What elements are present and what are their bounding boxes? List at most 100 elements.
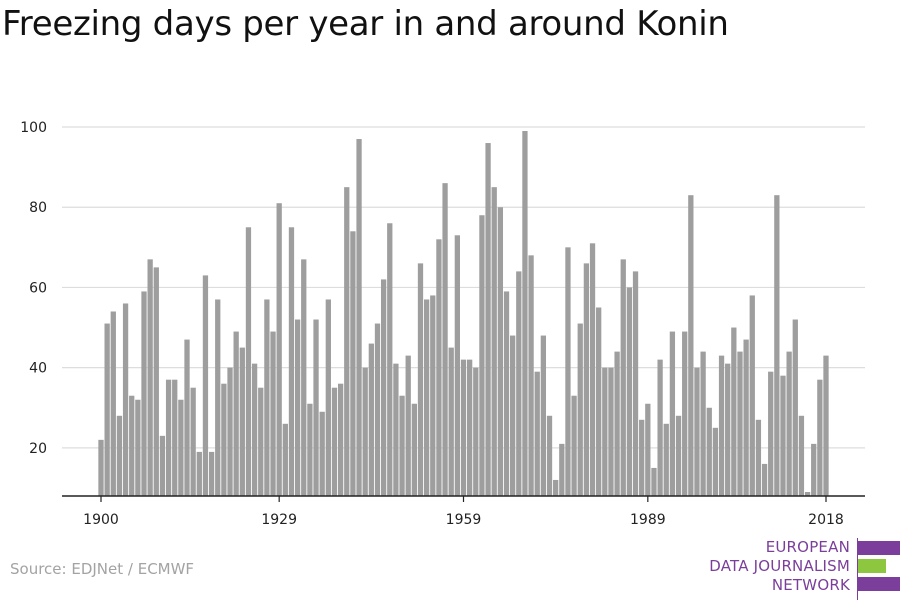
- x-tick-label-1989: 1989: [630, 512, 666, 528]
- bar-1935: [313, 319, 319, 496]
- y-tick-label-60: 60: [29, 280, 47, 296]
- bar-1961: [473, 367, 479, 496]
- bar-1960: [467, 359, 473, 496]
- bar-1907: [141, 291, 147, 496]
- bar-1933: [301, 259, 307, 496]
- bar-1957: [448, 347, 454, 496]
- bar-1908: [147, 259, 153, 496]
- bar-1976: [565, 247, 571, 496]
- bar-1918: [208, 451, 215, 496]
- bars: [98, 131, 829, 497]
- bar-2011: [780, 375, 786, 496]
- bar-1948: [393, 363, 399, 496]
- bar-1917: [202, 275, 209, 496]
- logo-bar-purple-top: [858, 541, 900, 555]
- x-tick-label-1929: 1929: [261, 512, 297, 528]
- bar-1921: [227, 367, 233, 496]
- bar-1932: [294, 319, 301, 496]
- bar-1998: [700, 351, 706, 496]
- bar-1995: [682, 331, 688, 496]
- logo-line-3: NETWORK: [771, 576, 850, 594]
- bar-2007: [755, 419, 762, 496]
- bar-1982: [602, 367, 608, 496]
- bar-1925: [251, 363, 258, 496]
- bar-1909: [153, 267, 159, 496]
- bar-1926: [258, 387, 264, 496]
- bar-1936: [319, 411, 325, 496]
- bar-2015: [804, 491, 811, 496]
- x-tick-label-1900: 1900: [83, 512, 119, 528]
- logo-line-2: DATA JOURNALISM: [709, 557, 850, 575]
- bar-1944: [368, 343, 374, 496]
- bar-2006: [749, 295, 755, 496]
- bar-1915: [190, 387, 196, 496]
- bar-2013: [792, 319, 798, 496]
- bar-1966: [503, 291, 510, 496]
- bar-1975: [559, 443, 565, 496]
- bar-1913: [178, 399, 184, 496]
- bar-1967: [510, 335, 516, 496]
- bar-1923: [239, 347, 245, 496]
- bar-1985: [620, 259, 626, 496]
- bar-1991: [657, 359, 663, 496]
- bar-2000: [712, 427, 719, 496]
- bar-1916: [196, 451, 202, 496]
- bar-1952: [417, 263, 424, 496]
- bar-1973: [546, 415, 553, 496]
- logo-bar-green: [858, 559, 886, 573]
- chart-title: Freezing days per year in and around Kon…: [2, 4, 729, 44]
- bar-2009: [768, 371, 774, 496]
- bar-1905: [129, 395, 135, 496]
- y-tick-label-80: 80: [29, 200, 47, 216]
- bar-1931: [288, 227, 295, 497]
- y-tick-label-20: 20: [29, 441, 47, 457]
- bar-1902: [110, 311, 116, 496]
- logo-line-1: EUROPEAN: [765, 538, 850, 556]
- x-ticks: 1900 1929 1959 1989 2018: [83, 496, 844, 528]
- bar-1903: [116, 415, 123, 496]
- bar-1955: [436, 239, 442, 496]
- bar-1950: [405, 355, 411, 496]
- bar-2012: [786, 351, 792, 496]
- bar-2005: [743, 339, 749, 496]
- bar-2002: [725, 363, 731, 496]
- bar-1977: [571, 395, 577, 496]
- bar-1949: [399, 395, 405, 496]
- bar-1938: [331, 387, 338, 496]
- bar-1997: [694, 367, 700, 496]
- bar-2010: [774, 195, 780, 496]
- bar-1993: [669, 331, 676, 496]
- bar-1970: [528, 255, 534, 496]
- bar-1920: [221, 383, 227, 496]
- bar-1990: [651, 467, 657, 496]
- bar-1900: [98, 439, 104, 496]
- bar-1981: [596, 307, 602, 496]
- bar-2004: [737, 351, 743, 496]
- bar-2001: [718, 355, 725, 496]
- bar-1958: [454, 235, 460, 497]
- bar-1914: [184, 339, 190, 496]
- bar-2017: [817, 379, 823, 496]
- bar-1946: [380, 279, 387, 496]
- bar-1927: [264, 299, 270, 496]
- bar-1996: [688, 195, 694, 496]
- bar-1947: [387, 223, 393, 496]
- bar-1989: [645, 403, 651, 496]
- bar-1992: [663, 423, 669, 496]
- y-tick-labels: 20 40 60 80 100: [20, 120, 47, 457]
- bar-1968: [516, 271, 522, 496]
- y-tick-label-100: 100: [20, 120, 47, 136]
- bar-1988: [639, 419, 645, 496]
- bar-1980: [589, 243, 596, 496]
- bar-2018: [823, 355, 829, 496]
- bar-1901: [104, 323, 110, 496]
- bar-1906: [135, 399, 141, 496]
- logo-divider: [857, 538, 858, 600]
- bar-1959: [460, 359, 467, 496]
- bar-1904: [122, 303, 129, 496]
- edjnet-logo: EUROPEAN DATA JOURNALISM NETWORK: [700, 538, 900, 600]
- bar-1924: [245, 227, 252, 497]
- bar-2003: [731, 327, 737, 496]
- bar-1951: [411, 403, 417, 496]
